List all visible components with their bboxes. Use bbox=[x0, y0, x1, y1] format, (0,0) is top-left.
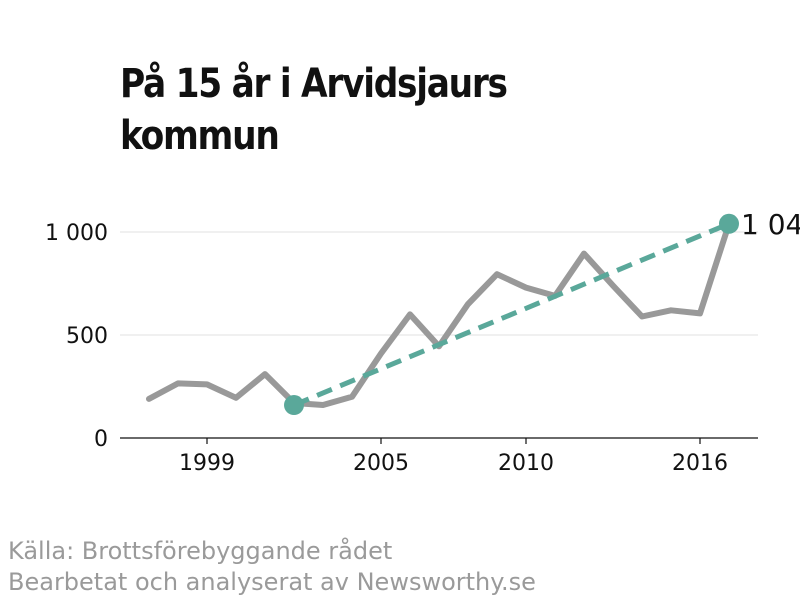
markers-group bbox=[284, 213, 739, 416]
chart-title: På 15 år i Arvidsjaurs kommun bbox=[120, 61, 508, 159]
source-line: Källa: Brottsförebyggande rådet bbox=[8, 537, 393, 565]
y-tick-label: 1 000 bbox=[45, 221, 108, 246]
trend-point bbox=[284, 395, 304, 416]
x-tick-label: 2016 bbox=[672, 451, 728, 476]
y-tick-label: 0 bbox=[94, 427, 108, 452]
series-group bbox=[146, 220, 732, 408]
x-tick-label: 2010 bbox=[498, 451, 554, 476]
y-axis: 0 500 1 000 bbox=[45, 221, 108, 452]
trend-line bbox=[293, 221, 730, 408]
x-axis: 1999 2005 2010 2016 bbox=[120, 437, 758, 476]
source-note: Källa: Brottsförebyggande rådet Bearbeta… bbox=[8, 536, 536, 598]
credit-line: Bearbetat och analyserat av Newsworthy.s… bbox=[8, 568, 536, 596]
x-tick-label: 1999 bbox=[179, 451, 235, 476]
y-tick-label: 500 bbox=[66, 324, 108, 349]
series-line bbox=[146, 220, 732, 408]
end-value-label: 1 040 bbox=[741, 208, 800, 241]
x-tick-label: 2005 bbox=[353, 451, 409, 476]
gridlines bbox=[120, 231, 758, 336]
trend-point bbox=[719, 213, 739, 234]
